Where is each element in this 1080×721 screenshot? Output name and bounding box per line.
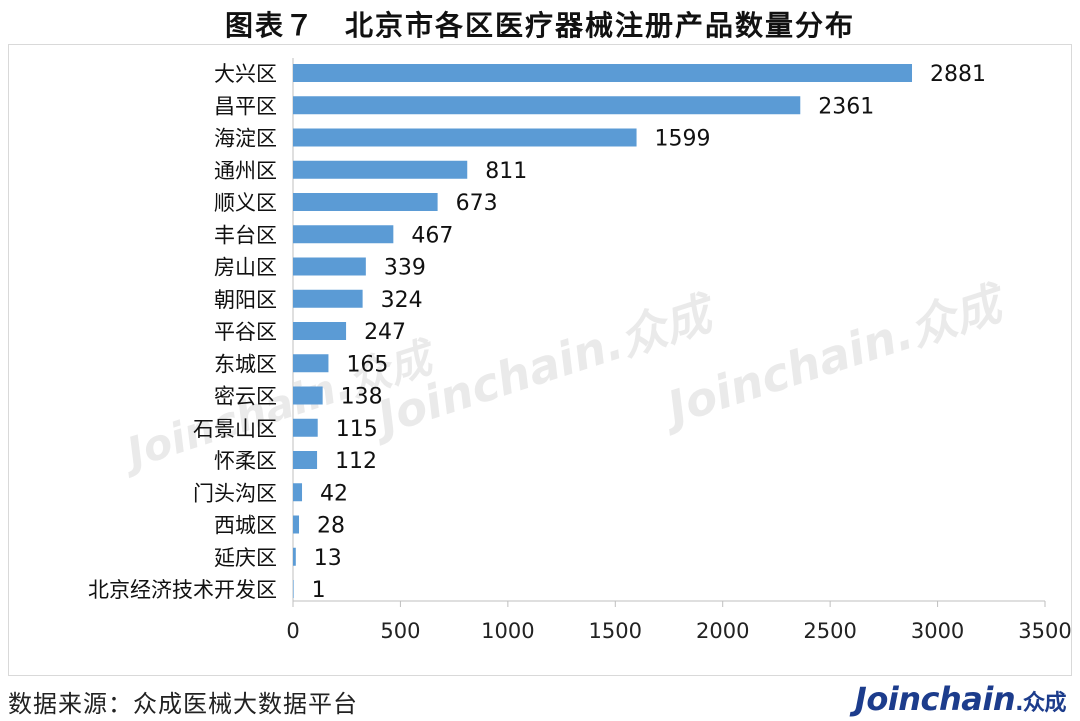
data-label: 247 (364, 320, 406, 345)
bar (293, 64, 913, 82)
x-tick-label: 3000 (911, 619, 964, 643)
data-label: 673 (456, 191, 498, 216)
data-label: 13 (314, 546, 342, 571)
bar (293, 418, 318, 437)
data-label: 324 (381, 288, 423, 313)
brand-logo-text: Joinchain (854, 680, 1016, 718)
category-label: 怀柔区 (214, 449, 277, 473)
bar (293, 96, 801, 115)
bar (293, 451, 318, 469)
category-label: 石景山区 (193, 417, 277, 441)
data-label: 138 (341, 385, 383, 410)
bar (293, 257, 366, 276)
x-tick-label: 0 (286, 619, 299, 643)
data-label: 2881 (930, 62, 986, 87)
data-label: 115 (336, 417, 378, 442)
category-label: 丰台区 (214, 223, 277, 247)
bar (293, 580, 294, 598)
bar (293, 193, 438, 211)
x-tick-label: 2000 (696, 619, 749, 643)
data-label: 2361 (818, 94, 874, 119)
bar (293, 483, 303, 502)
category-label: 房山区 (214, 256, 277, 280)
brand-logo: Joinchain.众成 (854, 680, 1067, 718)
bar (293, 515, 300, 534)
brand-logo-suffix: .众成 (1015, 691, 1066, 716)
category-label: 延庆区 (214, 546, 277, 570)
bar (293, 160, 468, 179)
category-label: 顺义区 (214, 191, 277, 215)
bar (293, 354, 329, 373)
category-label: 大兴区 (214, 62, 277, 86)
data-label: 811 (485, 159, 527, 184)
category-label: 东城区 (214, 352, 277, 376)
data-label: 28 (317, 514, 345, 539)
bar (293, 547, 296, 566)
x-tick-label: 3500 (1018, 619, 1071, 643)
bar (293, 386, 323, 405)
x-tick-label: 2500 (803, 619, 856, 643)
bar (293, 289, 363, 308)
category-label: 门头沟区 (193, 481, 277, 505)
chart-title: 图表７ 北京市各区医疗器械注册产品数量分布 (224, 9, 855, 42)
bar (293, 225, 394, 244)
bar (293, 128, 637, 147)
category-label: 朝阳区 (214, 288, 277, 312)
data-label: 339 (384, 256, 426, 281)
category-label: 通州区 (214, 159, 277, 183)
category-label: 北京经济技术开发区 (88, 578, 277, 602)
x-tick-label: 1500 (589, 619, 642, 643)
category-label: 昌平区 (214, 94, 277, 118)
data-label: 467 (411, 223, 453, 248)
data-label: 42 (320, 481, 348, 506)
x-tick-label: 500 (380, 619, 420, 643)
category-label: 密云区 (214, 385, 277, 409)
bar (293, 322, 347, 340)
data-label: 112 (335, 449, 377, 474)
category-label: 平谷区 (214, 320, 277, 344)
category-label: 海淀区 (214, 127, 277, 151)
category-label: 西城区 (214, 514, 277, 538)
data-label: 1 (312, 578, 326, 603)
data-label: 1599 (655, 127, 711, 152)
x-tick-label: 1000 (481, 619, 534, 643)
chart-frame (8, 44, 1072, 676)
data-source-note: 数据来源：众成医械大数据平台 (8, 690, 358, 718)
data-label: 165 (346, 352, 388, 377)
